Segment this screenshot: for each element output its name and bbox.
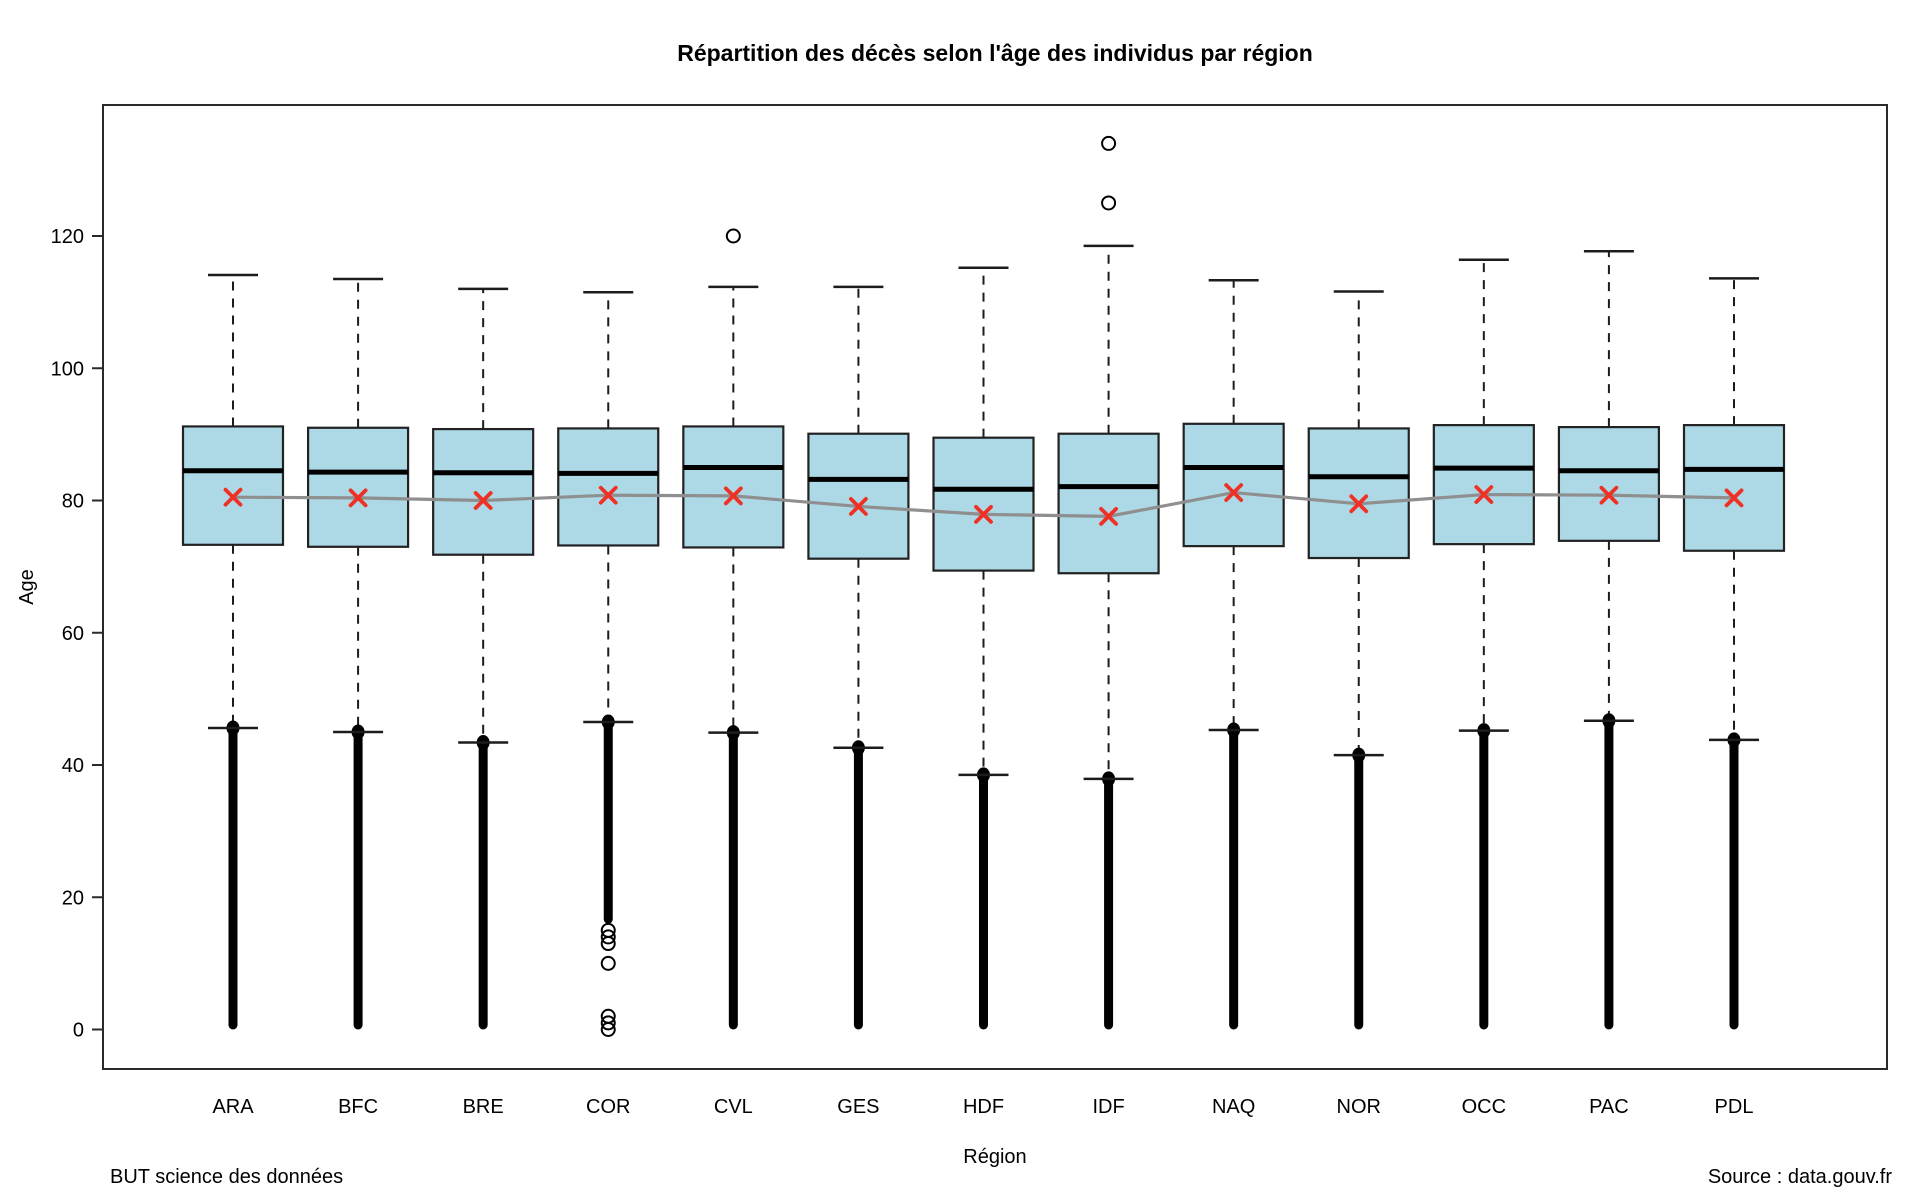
outlier-point-cvl [725,228,741,244]
mean-marker-bre [473,491,493,510]
outlier-column-occ [1479,730,1489,1030]
mean-marker-occ [1474,485,1494,504]
mean-marker-cor [598,485,618,505]
mean-marker-ara [223,487,243,507]
plot-border [102,104,1888,1070]
mean-marker-nor [1349,494,1369,514]
y-tick-label: 40 [62,755,84,777]
box-occ [1432,424,1535,546]
x-tick-label-cor: COR [586,1096,630,1118]
mean-marker-pdl [1724,488,1744,508]
x-axis-title: Région [963,1146,1026,1168]
box-bfc [306,426,410,548]
mean-marker-naq [1224,483,1244,502]
x-tick-label-ges: GES [837,1096,879,1118]
outlier-column-nor [1354,755,1364,1030]
mean-marker-idf [1099,506,1118,526]
outlier-point-cor [600,929,616,945]
x-tick-label-bfc: BFC [338,1096,378,1118]
outlier-column-pdl [1729,739,1739,1030]
x-tick-label-cvl: CVL [714,1096,753,1118]
y-tick-label: 60 [62,623,84,645]
outlier-column-bre [478,742,488,1030]
x-tick-label-pac: PAC [1589,1096,1629,1118]
y-tick-label: 0 [73,1020,84,1042]
x-tick-label-hdf: HDF [963,1096,1004,1118]
mean-marker-bfc [348,488,368,508]
box-idf [1057,432,1160,575]
box-bre [432,427,535,556]
x-tick-label-pdl: PDL [1715,1096,1754,1118]
x-tick-label-bre: BRE [463,1096,504,1118]
mean-marker-cvl [723,486,743,506]
footer-author: BUT science des données [110,1166,344,1188]
box-ges [807,432,910,560]
mean-marker-pac [1599,485,1619,505]
x-tick-label-occ: OCC [1462,1096,1506,1118]
mean-marker-hdf [974,504,993,524]
x-tick-label-idf: IDF [1092,1096,1124,1118]
y-axis-title: Age [16,569,38,605]
outlier-column-bfc [353,731,363,1030]
outlier-point-idf [1101,135,1117,151]
outlier-point-cor [600,955,616,971]
x-tick-label-nor: NOR [1337,1096,1381,1118]
mean-marker-ges [849,497,868,516]
outlier-column-ara [228,727,238,1030]
box-naq [1182,422,1285,548]
outlier-column-hdf [978,774,988,1030]
box-cvl [682,425,785,549]
outlier-column-cvl [728,732,738,1030]
outlier-column-pac [1604,720,1614,1030]
y-tick-label: 100 [51,358,84,380]
outlier-point-cor [600,936,616,952]
outlier-column-naq [1229,729,1239,1030]
outlier-point-idf [1101,195,1117,211]
x-tick-label-naq: NAQ [1212,1096,1255,1118]
footer-source: Source : data.gouv.fr [1707,1166,1892,1188]
box-hdf [932,436,1035,572]
box-pac [1557,426,1661,542]
box-ara [181,425,285,546]
outlier-point-cor [600,1022,616,1037]
outlier-point-cor [600,1015,616,1031]
outlier-column-cor [603,722,613,924]
chart-title: Répartition des décès selon l'âge des in… [677,40,1313,66]
y-tick-label: 20 [62,887,84,909]
y-tick-label: 80 [62,491,84,513]
x-tick-label-ara: ARA [212,1096,254,1118]
y-tick-label: 120 [51,226,84,248]
box-cor [557,427,660,547]
box-pdl [1682,424,1786,552]
outlier-column-ges [853,747,863,1030]
outlier-column-idf [1104,778,1114,1030]
box-nor [1307,427,1410,560]
